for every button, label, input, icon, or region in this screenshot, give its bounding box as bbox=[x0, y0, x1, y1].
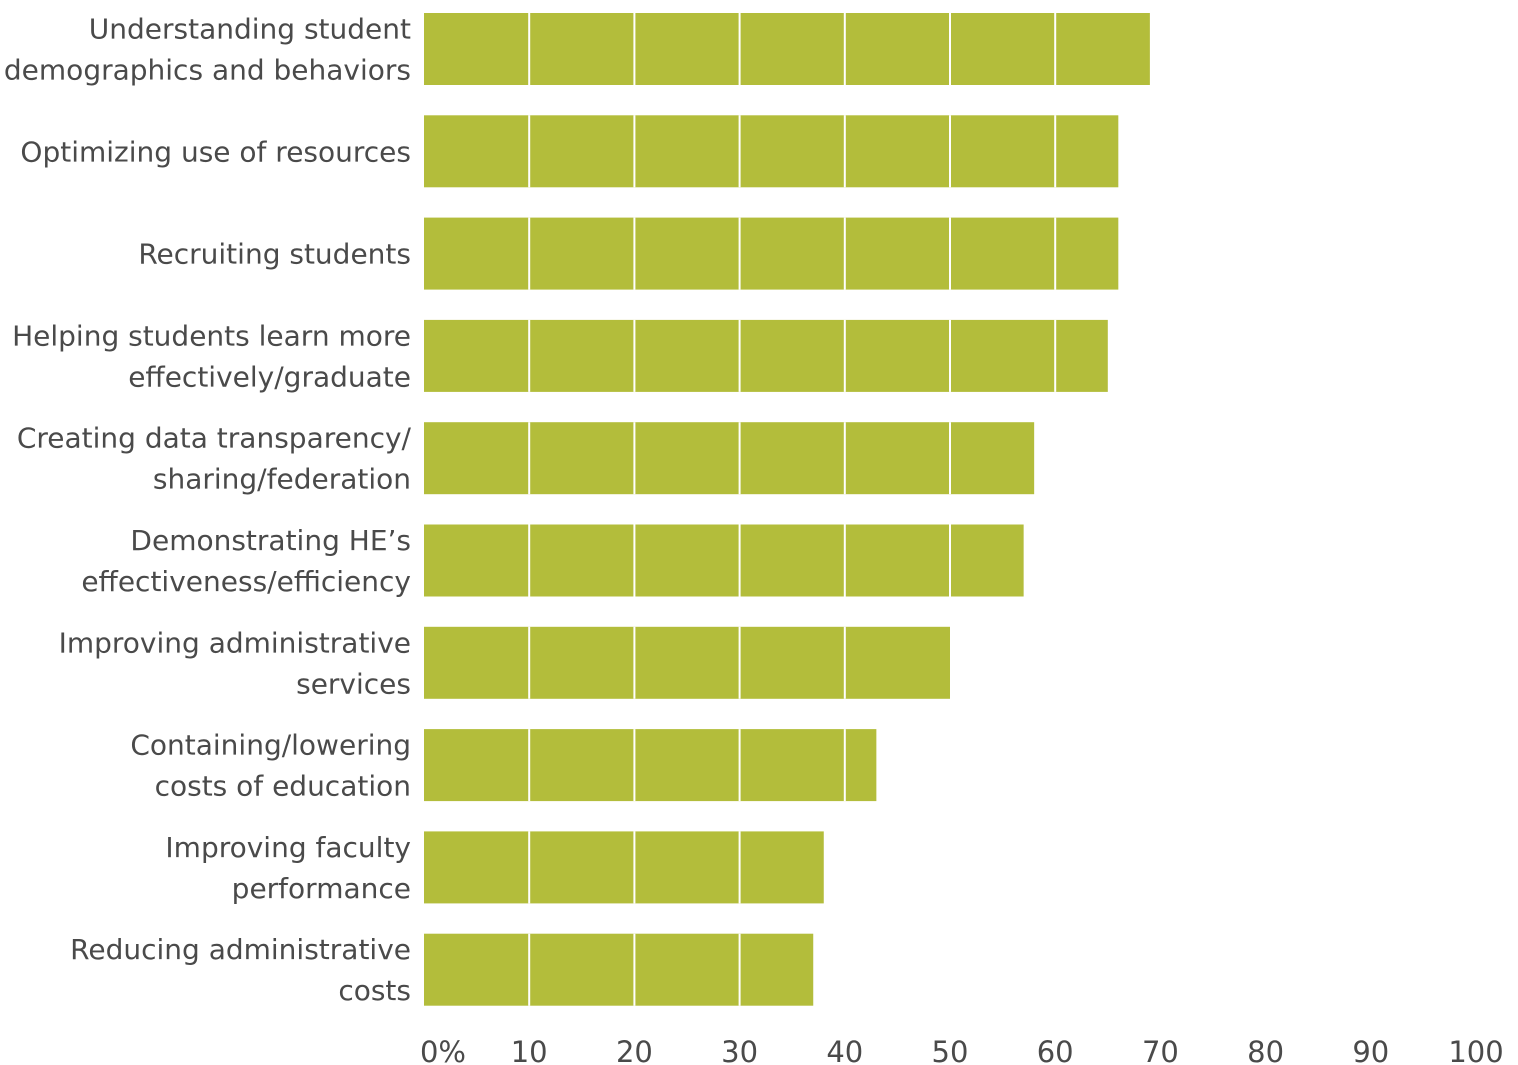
x-tick-label: 90 bbox=[1352, 1035, 1389, 1065]
bar bbox=[424, 115, 1119, 188]
category-label: Recruiting students bbox=[138, 238, 411, 271]
x-tick-label: 10 bbox=[511, 1035, 548, 1065]
x-tick-label: 30 bbox=[721, 1035, 758, 1065]
category-label-line: effectively/graduate bbox=[128, 360, 411, 393]
x-tick-label: 50 bbox=[932, 1035, 969, 1065]
category-label-line: Improving faculty bbox=[165, 831, 411, 864]
category-label: Helping students learn more effectively/g… bbox=[12, 319, 411, 393]
x-tick-label: 0% bbox=[420, 1035, 466, 1065]
category-label-line: services bbox=[296, 667, 411, 700]
category-label: Optimizing use of resources bbox=[20, 135, 411, 168]
category-label-line: sharing/federation bbox=[153, 463, 411, 496]
category-label: Reducing administrative costs bbox=[70, 933, 411, 1007]
category-label-line: performance bbox=[232, 872, 411, 905]
category-label: Understanding student demographics and be… bbox=[4, 13, 411, 87]
category-label-line: demographics and behaviors bbox=[4, 54, 411, 87]
category-label: Containing/lowering costs of education bbox=[130, 729, 411, 803]
bar bbox=[424, 217, 1119, 290]
x-tick-label: 40 bbox=[826, 1035, 863, 1065]
category-label-line: Understanding student bbox=[89, 13, 411, 46]
category-labels: Understanding student demographics and be… bbox=[4, 13, 412, 1008]
bar bbox=[424, 729, 877, 802]
category-label: Creating data transparency/sharing/feder… bbox=[17, 422, 412, 496]
category-label-line: Recruiting students bbox=[138, 238, 411, 271]
x-tick-label: 70 bbox=[1142, 1035, 1179, 1065]
x-tick-label: 100 bbox=[1448, 1035, 1503, 1065]
x-axis-tick-labels: 0% 10 20 30 40 50 60 70 80 90 100 bbox=[420, 1035, 1504, 1065]
bar bbox=[424, 524, 1024, 597]
category-label: Demonstrating HE’s effectiveness/efficien… bbox=[81, 524, 411, 598]
category-label-line: costs of education bbox=[155, 770, 411, 803]
bar bbox=[424, 933, 814, 1006]
x-tick-label: 20 bbox=[616, 1035, 653, 1065]
bar bbox=[424, 831, 824, 904]
category-label-line: costs bbox=[338, 974, 411, 1007]
category-label-line: Demonstrating HE’s bbox=[130, 524, 411, 557]
bar bbox=[424, 422, 1035, 495]
bar bbox=[424, 13, 1150, 85]
x-tick-label: 60 bbox=[1037, 1035, 1074, 1065]
bars-layer bbox=[424, 13, 1150, 1006]
category-label-line: Creating data transparency/ bbox=[17, 422, 412, 455]
x-tick-label: 80 bbox=[1247, 1035, 1284, 1065]
category-label-line: Helping students learn more bbox=[12, 319, 411, 352]
category-label-line: Optimizing use of resources bbox=[20, 135, 411, 168]
category-label-line: Improving administrative bbox=[59, 626, 411, 659]
category-label-line: Containing/lowering bbox=[130, 729, 411, 762]
category-label-line: effectiveness/efficiency bbox=[81, 565, 411, 598]
category-label: Improving administrative services bbox=[59, 626, 411, 700]
category-label-line: Reducing administrative bbox=[70, 933, 411, 966]
bar bbox=[424, 319, 1108, 392]
bar bbox=[424, 626, 950, 699]
category-label: Improving faculty performance bbox=[165, 831, 411, 905]
segment-dividers bbox=[528, 13, 1057, 1006]
